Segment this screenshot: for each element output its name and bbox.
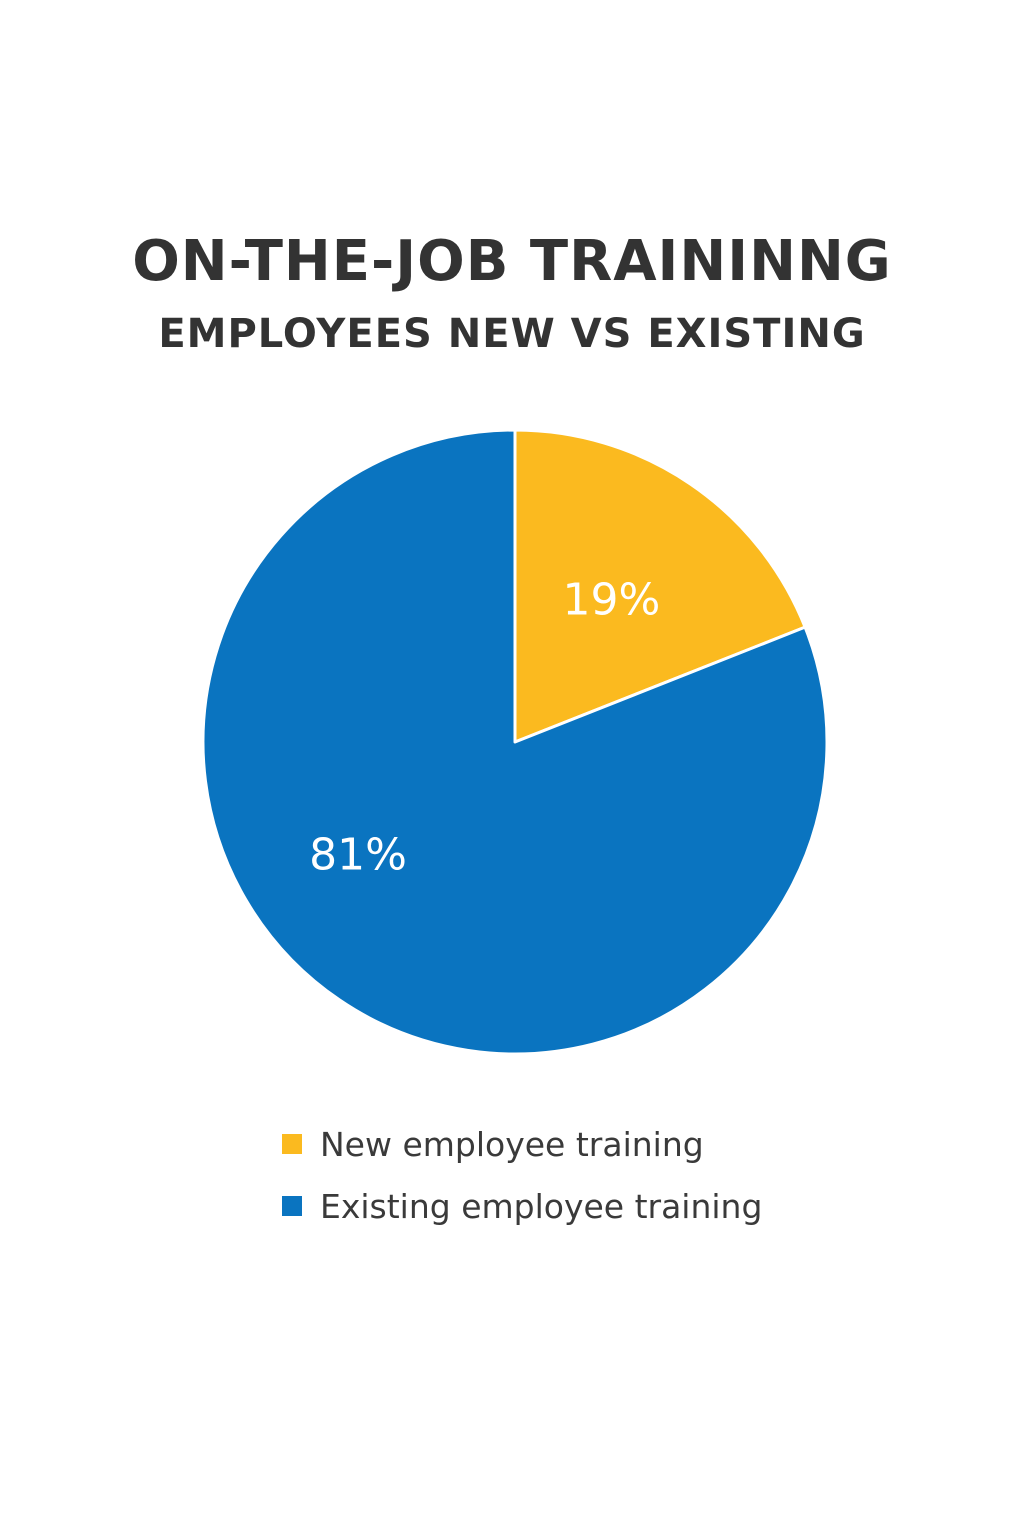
chart-title: ON-THE-JOB TRAININNG <box>132 229 892 294</box>
pie-label-new-employee-training: 19% <box>563 575 661 626</box>
legend-label-existing: Existing employee training <box>320 1186 763 1226</box>
legend-swatch-new <box>282 1134 302 1154</box>
chart-subtitle: EMPLOYEES NEW VS EXISTING <box>158 311 866 357</box>
legend-item-new-employee-training: New employee training <box>282 1122 762 1166</box>
legend-item-existing-employee-training: Existing employee training <box>282 1184 762 1228</box>
legend: New employee training Existing employee … <box>282 1122 762 1246</box>
legend-swatch-existing <box>282 1196 302 1216</box>
pie-slice-existing-employee-training <box>201 428 829 1056</box>
pie-label-existing-employee-training: 81% <box>309 830 407 881</box>
legend-label-new: New employee training <box>320 1124 704 1164</box>
pie-slice-new-employee-training <box>513 428 807 744</box>
